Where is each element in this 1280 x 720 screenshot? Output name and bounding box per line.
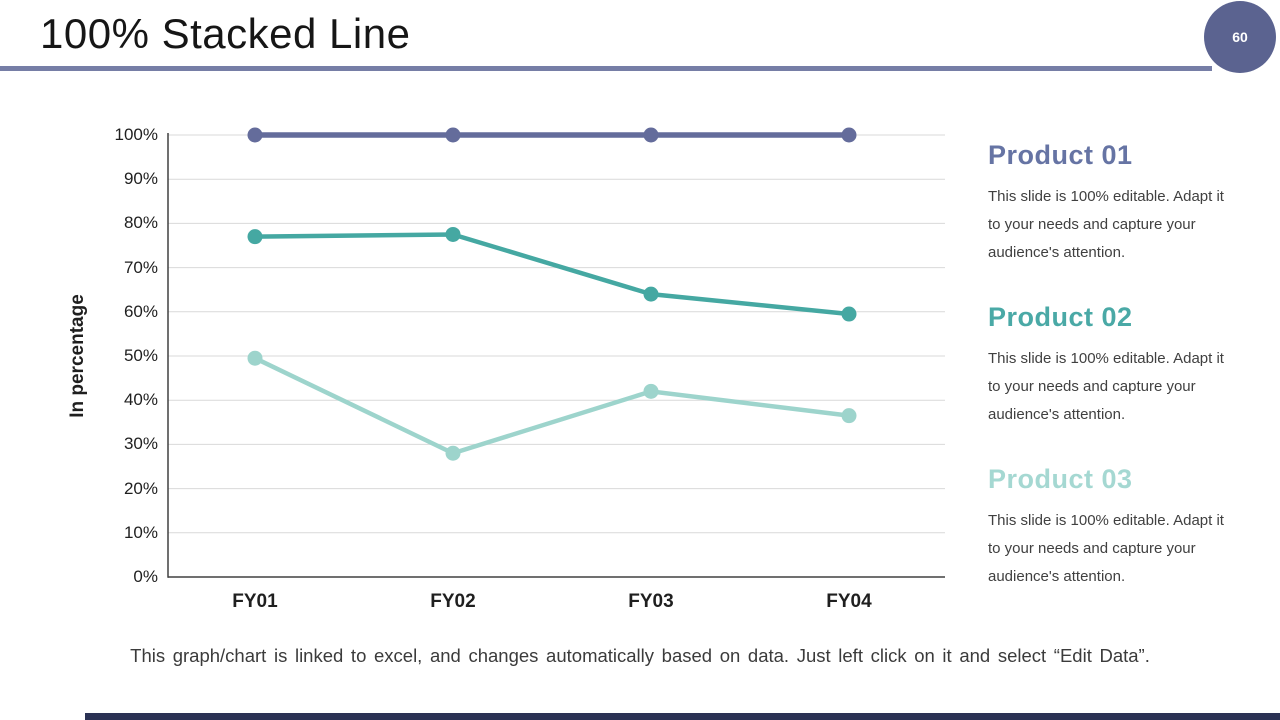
bottom-accent-bar (85, 713, 1280, 720)
page-number-badge: 60 (1204, 1, 1276, 73)
legend-title: Product 02 (988, 302, 1133, 332)
y-tick-label: 90% (123, 169, 158, 189)
y-tick-label: 30% (123, 434, 158, 454)
legend-title: Product 03 (988, 464, 1133, 494)
y-tick-label: 20% (123, 478, 158, 498)
y-tick-label: 60% (123, 301, 158, 321)
legend-description: This slide is 100% editable. Adapt it to… (988, 350, 1224, 423)
legend-description: This slide is 100% editable. Adapt it to… (988, 188, 1224, 261)
data-point[interactable] (841, 127, 857, 143)
legend-item-product-01: Product 01 This slide is 100% editable. … (988, 140, 1238, 267)
legend-description: This slide is 100% editable. Adapt it to… (988, 512, 1224, 585)
data-point[interactable] (841, 408, 857, 424)
data-point[interactable] (841, 306, 857, 322)
x-tick-label: FY04 (826, 591, 872, 612)
data-point[interactable] (643, 383, 659, 399)
y-tick-label: 40% (123, 390, 158, 410)
x-tick-label: FY02 (430, 591, 476, 612)
y-tick-label: 70% (123, 257, 158, 277)
y-tick-label: 100% (114, 125, 158, 144)
data-point[interactable] (247, 350, 263, 366)
y-tick-label: 0% (133, 567, 158, 586)
legend-title: Product 01 (988, 140, 1133, 170)
legend-item-product-02: Product 02 This slide is 100% editable. … (988, 302, 1238, 429)
data-point[interactable] (643, 127, 659, 143)
footer-note: This graph/chart is linked to excel, and… (130, 645, 1150, 666)
data-point[interactable] (643, 286, 659, 302)
x-tick-label: FY03 (628, 591, 674, 612)
y-tick-label: 50% (123, 346, 158, 365)
legend-item-product-03: Product 03 This slide is 100% editable. … (988, 464, 1238, 591)
data-point[interactable] (247, 127, 263, 143)
y-tick-label: 10% (123, 522, 158, 542)
page-title: 100% Stacked Line (40, 10, 411, 57)
title-divider (0, 66, 1212, 71)
y-axis-title: In percentage (67, 294, 88, 418)
data-point[interactable] (445, 445, 461, 461)
data-point[interactable] (445, 226, 461, 242)
y-tick-label: 80% (123, 213, 158, 233)
data-point[interactable] (247, 229, 263, 245)
page-number: 60 (1232, 29, 1248, 45)
x-tick-label: FY01 (232, 591, 278, 612)
data-point[interactable] (445, 127, 461, 143)
